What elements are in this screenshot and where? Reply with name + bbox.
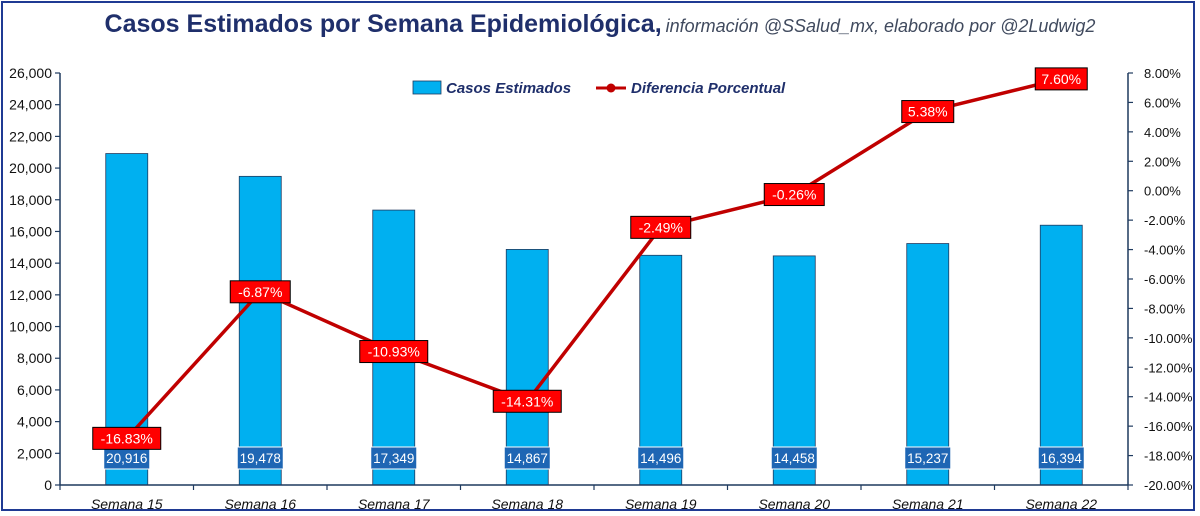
line-value-label: -16.83% <box>101 430 153 446</box>
bar <box>1039 224 1083 486</box>
chart-title-block: Casos Estimados por Semana Epidemiológic… <box>0 10 1200 42</box>
bar-value-box <box>637 446 685 470</box>
bar-value-label: 20,916 <box>106 451 147 466</box>
right-tick-label: -12.00% <box>1144 360 1193 375</box>
line-value-label: 7.60% <box>1041 71 1081 87</box>
legend-swatch-bar <box>412 80 442 95</box>
line-value-box <box>92 426 162 450</box>
right-tick-label: -18.00% <box>1144 449 1193 464</box>
bar-value-label: 17,349 <box>373 451 414 466</box>
line-value-label: -0.26% <box>772 187 816 203</box>
left-tick-label: 22,000 <box>9 128 52 144</box>
right-tick-label: 4.00% <box>1144 125 1181 140</box>
line-value-box <box>763 183 825 207</box>
x-tick-label: Semana 16 <box>224 496 296 512</box>
right-tick-label: -4.00% <box>1144 243 1186 258</box>
left-tick-label: 24,000 <box>9 97 52 113</box>
line-group: -16.83% -6.87% -10.93% -14.31% -2.49% -0.26% 5… <box>92 67 1088 450</box>
line-value-label: -14.31% <box>501 393 553 409</box>
right-tick-label: -2.00% <box>1144 213 1186 228</box>
bar-value-box <box>503 446 551 470</box>
left-tick-label: 2,000 <box>17 445 52 461</box>
line-value-label: 5.38% <box>908 104 948 120</box>
bars-group: 20,916 19,478 17,349 14,867 14,496 14,458 15,2… <box>103 153 1085 486</box>
right-tick-label: -14.00% <box>1144 390 1193 405</box>
x-tick-label: Semana 17 <box>358 496 431 512</box>
bar-value-label: 14,867 <box>507 451 548 466</box>
left-tick-label: 6,000 <box>17 382 52 398</box>
left-tick-label: 26,000 <box>9 65 52 81</box>
right-tick-label: 6.00% <box>1144 95 1181 110</box>
left-tick-label: 20,000 <box>9 160 52 176</box>
chart-title: Casos Estimados por Semana Epidemiológic… <box>104 10 662 38</box>
legend-swatch-marker <box>606 83 616 93</box>
x-axis: Semana 15 Semana 16 Semana 17 Semana 18 Sema… <box>59 484 1129 512</box>
right-tick-label: -8.00% <box>1144 301 1186 316</box>
line-value-label: -6.87% <box>238 284 282 300</box>
right-tick-label: 8.00% <box>1144 66 1181 81</box>
bar <box>505 249 549 486</box>
left-tick-label: 12,000 <box>9 287 52 303</box>
line-value-box <box>630 215 692 239</box>
bar-value-box <box>236 446 284 470</box>
x-tick-label: Semana 19 <box>625 496 697 512</box>
x-tick-label: Semana 21 <box>892 496 964 512</box>
left-tick-label: 16,000 <box>9 223 52 239</box>
right-tick-label: 0.00% <box>1144 184 1181 199</box>
line-value-label: -10.93% <box>368 344 420 360</box>
bar-value-box <box>1037 446 1085 470</box>
chart-subtitle: información @SSalud_mx, elaborado por @2… <box>665 16 1096 36</box>
bar <box>238 175 282 486</box>
x-tick-label: Semana 20 <box>758 496 830 512</box>
line-value-box <box>1034 67 1088 91</box>
bar-value-box <box>770 446 818 470</box>
bar-value-label: 14,496 <box>640 451 681 466</box>
legend: Casos Estimados Diferencia Porcentual <box>412 80 786 97</box>
right-axis: -20.00% -18.00% -16.00% -14.00% -12.00% -10.0… <box>1127 66 1193 493</box>
x-tick-label: Semana 15 <box>91 496 163 512</box>
bar <box>906 243 950 486</box>
line-value-label: -2.49% <box>639 219 683 235</box>
left-tick-label: 10,000 <box>9 319 52 335</box>
right-tick-label: 2.00% <box>1144 154 1181 169</box>
line-value-box <box>229 280 291 304</box>
left-tick-label: 18,000 <box>9 192 52 208</box>
legend-label-bar: Casos Estimados <box>446 80 571 97</box>
right-tick-label: -16.00% <box>1144 419 1193 434</box>
x-tick-label: Semana 18 <box>491 496 563 512</box>
bar-value-box <box>904 446 952 470</box>
bar-value-box <box>370 446 418 470</box>
left-tick-label: 14,000 <box>9 255 52 271</box>
right-tick-label: -6.00% <box>1144 272 1186 287</box>
legend-label-line: Diferencia Porcentual <box>631 80 786 97</box>
left-tick-label: 4,000 <box>17 414 52 430</box>
bar-value-label: 15,237 <box>907 451 948 466</box>
right-tick-label: -10.00% <box>1144 331 1193 346</box>
left-axis: 0 2,000 4,000 6,000 8,000 10,000 12,000 14,000 1… <box>9 65 61 493</box>
bar-value-label: 14,458 <box>774 451 815 466</box>
left-tick-label: 8,000 <box>17 350 52 366</box>
line-value-box <box>492 389 562 413</box>
bar-value-label: 19,478 <box>240 451 281 466</box>
right-tick-label: -20.00% <box>1144 478 1193 493</box>
bar-value-label: 16,394 <box>1041 451 1083 466</box>
line-value-box <box>359 340 429 364</box>
line-value-box <box>901 100 955 124</box>
left-tick-label: 0 <box>44 477 52 493</box>
x-tick-label: Semana 22 <box>1025 496 1097 512</box>
